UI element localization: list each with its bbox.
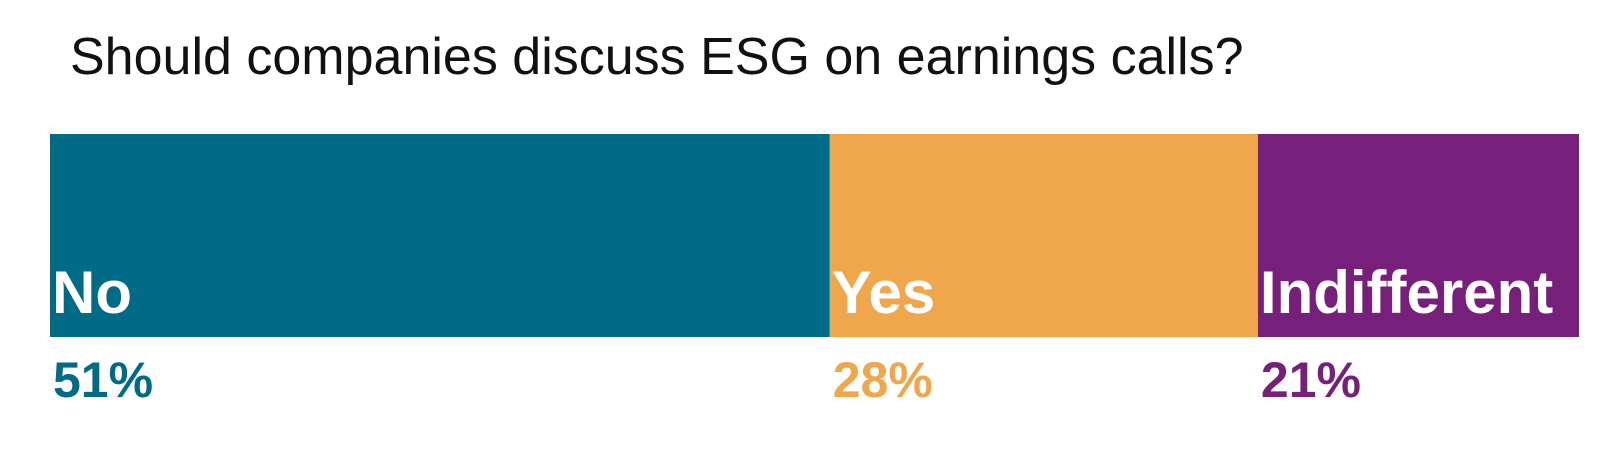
chart-title: Should companies discuss ESG on earnings… bbox=[70, 28, 1244, 86]
segment-label: Yes bbox=[832, 259, 935, 326]
segment-label: No bbox=[52, 259, 132, 326]
bar-segment bbox=[829, 134, 1258, 337]
value-label: 51% bbox=[53, 352, 153, 408]
value-label: 21% bbox=[1261, 352, 1361, 408]
bar-segment bbox=[50, 134, 830, 337]
value-label: 28% bbox=[833, 352, 933, 408]
segment-label: Indifferent bbox=[1260, 259, 1553, 326]
bar-segment bbox=[1257, 134, 1579, 337]
